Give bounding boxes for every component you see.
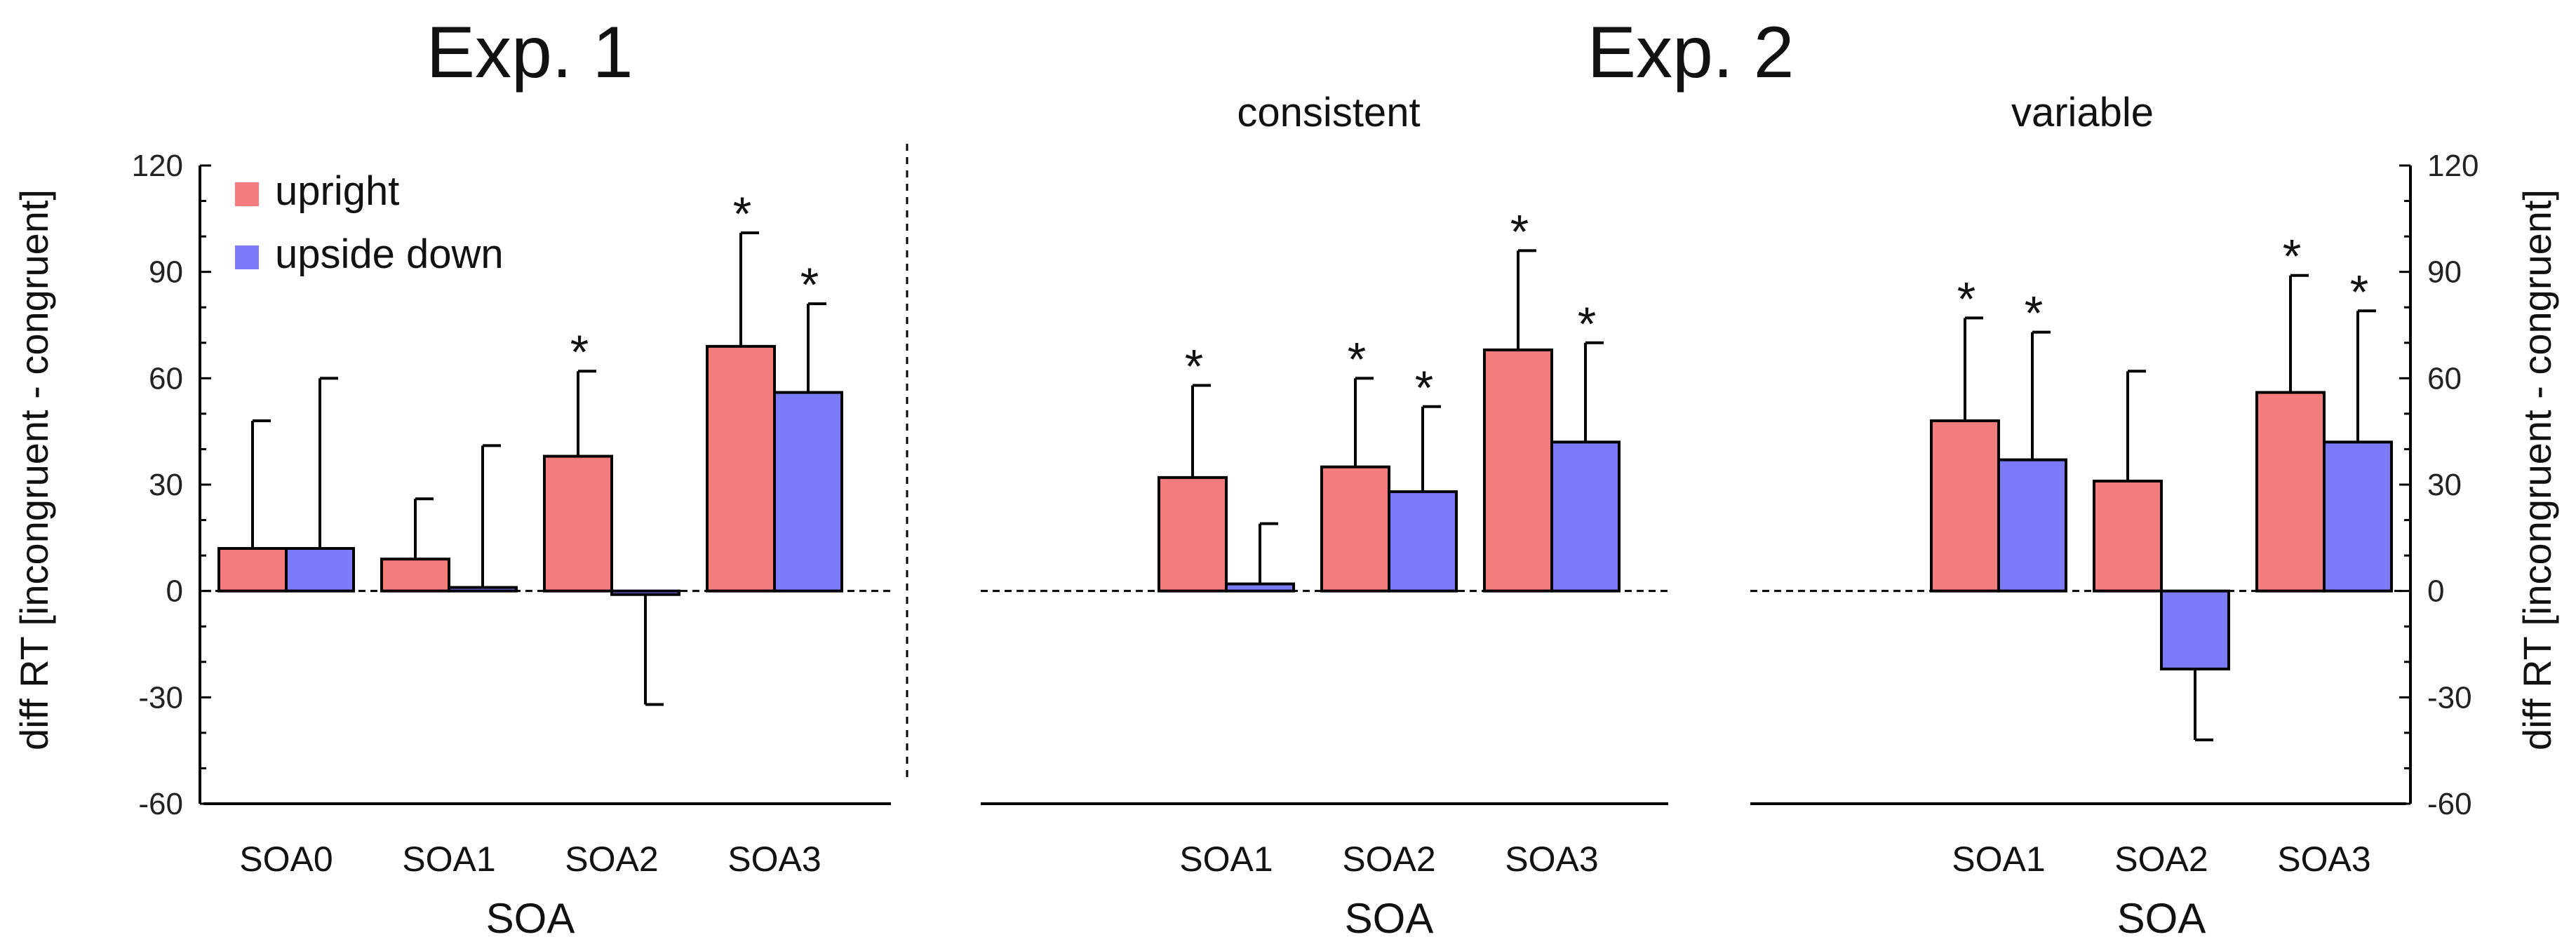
significance-star: * [733,187,751,241]
y-tick-label: 30 [2427,468,2462,502]
x-tick-label: SOA3 [727,839,821,879]
legend-swatch-upside-down [235,245,259,269]
significance-star: * [2283,230,2301,283]
bar-upright [380,558,450,593]
exp2-title: Exp. 2 [1588,12,1795,93]
bar-upside-down [1388,490,1458,593]
bar-upright [2093,479,2163,593]
bar-upside-down [1225,582,1295,593]
panel-subtitle: consistent [1237,90,1420,135]
y-tick-label: 30 [149,468,183,502]
y-tick-label: 60 [2427,361,2462,396]
panel-exp2-consistent: consistent SOA1 SOA2 SOA3 SOA * * * * * [981,90,1668,942]
x-tick-label: SOA1 [402,839,495,879]
panel-exp1: -60 -30 0 30 60 90 120 SOA0 SOA1 SOA2 SOA3 SOA * * * up… [132,149,891,942]
panel-exp2-variable: variable -60 -30 0 30 60 90 120 SOA1 SOA2 SOA3 SOA *… [1750,90,2478,942]
bar-upside-down [1997,458,2067,593]
x-tick-label: SOA1 [1179,839,1273,879]
bar-upside-down [610,589,680,596]
exp1-title: Exp. 1 [427,12,633,93]
x-axis-title: SOA [486,895,575,942]
x-tick-label: SOA3 [1505,839,1598,879]
x-tick-label: SOA2 [1342,839,1435,879]
x-tick-label: SOA0 [239,839,333,879]
bar-upside-down [285,547,355,593]
bar-upright [2255,391,2326,593]
significance-star: * [2350,265,2368,318]
bar-upright [217,547,288,593]
y-tick-label: 120 [132,149,183,183]
bar-upright [1930,419,2000,593]
bar-upside-down [2323,440,2393,593]
panel-subtitle: variable [2011,90,2154,135]
y-axis-title-right: diff RT [incongruent - congruent] [2515,189,2559,750]
significance-star: * [1510,205,1529,258]
bar-upside-down [448,586,518,593]
significance-star: * [1578,297,1596,351]
significance-star: * [2025,287,2043,340]
y-tick-label: 90 [2427,255,2462,290]
bar-upright [1158,476,1228,593]
bar-upright [706,344,776,593]
bar-upright [1320,465,1390,593]
bar-upright [1483,348,1553,593]
bar-upside-down [2160,589,2230,670]
y-tick-label: 0 [2427,574,2444,609]
y-tick-label: 0 [166,574,183,609]
y-tick-label: 60 [149,361,183,396]
bar-upside-down [1550,440,1621,593]
bar-upside-down [773,391,843,593]
significance-star: * [570,325,589,379]
x-axis-title: SOA [2117,895,2206,942]
x-tick-label: SOA1 [1952,839,2045,879]
significance-star: * [1185,339,1203,393]
y-tick-label: -60 [138,787,183,821]
legend-label: upright [275,168,399,214]
x-tick-label: SOA2 [2114,839,2208,879]
significance-star: * [1957,272,1975,325]
y-tick-label: -60 [2427,787,2472,821]
y-axis-title-left: diff RT [incongruent - congruent] [12,189,56,750]
bar-upright [543,454,613,593]
significance-star: * [1415,361,1433,414]
y-tick-label: 90 [149,255,183,290]
legend-swatch-upright [235,182,259,206]
y-tick-label: 120 [2427,149,2478,183]
y-tick-label: -30 [2427,680,2472,715]
significance-star: * [1348,332,1366,386]
x-axis-title: SOA [1345,895,1434,942]
significance-star: * [800,258,819,311]
x-tick-label: SOA3 [2277,839,2370,879]
y-tick-label: -30 [138,680,183,715]
legend-label: upside down [275,231,504,277]
x-tick-label: SOA2 [565,839,658,879]
